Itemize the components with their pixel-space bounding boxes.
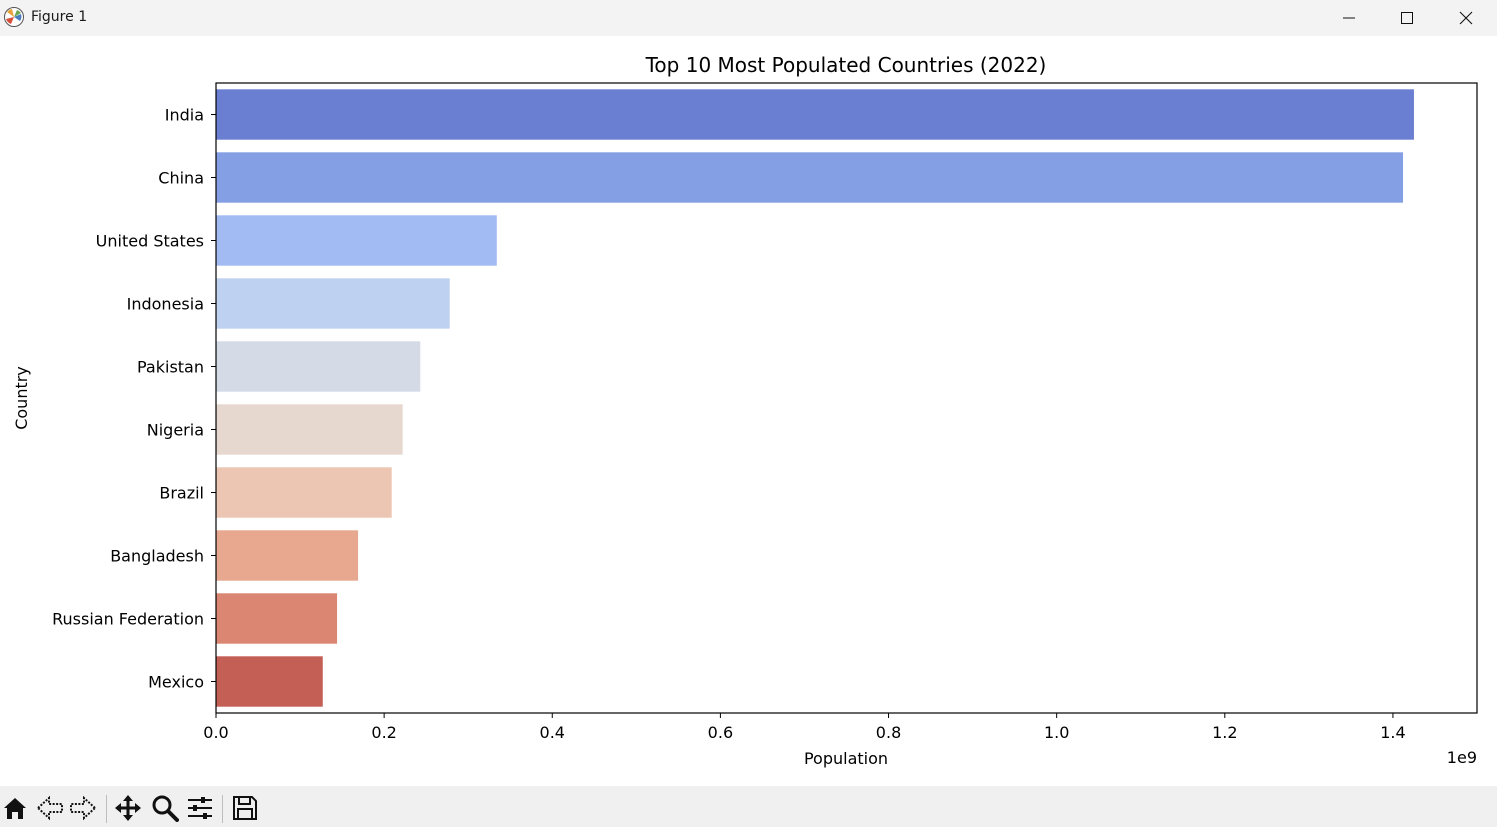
- bar-united-states: [216, 215, 497, 266]
- bar-nigeria: [216, 404, 403, 455]
- window-title: Figure 1: [31, 9, 88, 25]
- y-tick-label: Brazil: [159, 484, 204, 503]
- x-tick-label: 0.0: [203, 723, 228, 742]
- x-axis-label: Population: [804, 749, 888, 768]
- y-tick-label: Russian Federation: [52, 610, 204, 629]
- maximize-icon: [1401, 12, 1413, 24]
- back-arrow-icon: [36, 795, 63, 821]
- bars-group: [216, 89, 1414, 707]
- y-tick-label: Nigeria: [147, 421, 204, 440]
- zoom-magnifier-icon: [152, 795, 179, 822]
- x-tick-label: 1.4: [1380, 723, 1405, 742]
- chart-title: Top 10 Most Populated Countries (2022): [645, 53, 1047, 77]
- bar-brazil: [216, 467, 392, 518]
- configure-subplots-icon: [188, 797, 212, 819]
- y-tick-label: Indonesia: [127, 295, 204, 314]
- bar-mexico: [216, 656, 323, 707]
- close-icon: [1459, 11, 1473, 25]
- y-tick-label: China: [158, 169, 204, 188]
- home-button[interactable]: [0, 792, 30, 824]
- bar-bangladesh: [216, 530, 359, 581]
- y-tick-label: United States: [96, 232, 204, 251]
- pan-move-icon: [115, 795, 141, 821]
- toolbar-separator: [222, 795, 223, 823]
- x-axis-offset-label: 1e9: [1447, 748, 1477, 767]
- toolbar-separator: [106, 795, 107, 823]
- y-tick-label: Pakistan: [137, 358, 204, 377]
- x-tick-label: 0.2: [371, 723, 396, 742]
- x-tick-label: 0.4: [540, 723, 565, 742]
- bar-india: [216, 89, 1414, 140]
- forward-arrow-icon: [70, 795, 97, 821]
- minimize-icon: [1343, 17, 1355, 19]
- y-axis: India China United States Indonesia Pakistan…: [52, 106, 216, 692]
- x-tick-label: 1.2: [1212, 723, 1237, 742]
- configure-subplots-button[interactable]: [185, 792, 215, 824]
- y-axis-label: Country: [12, 366, 31, 430]
- save-floppy-icon: [233, 796, 257, 820]
- maximize-button[interactable]: [1378, 0, 1436, 36]
- bar-pakistan: [216, 341, 421, 392]
- bar-indonesia: [216, 278, 450, 329]
- window-titlebar: Figure 1: [0, 0, 1497, 36]
- y-tick-label: Bangladesh: [110, 547, 204, 566]
- forward-button[interactable]: [68, 792, 98, 824]
- x-tick-label: 0.8: [876, 723, 901, 742]
- close-button[interactable]: [1437, 0, 1495, 36]
- minimize-button[interactable]: [1320, 0, 1378, 36]
- navigation-toolbar: [0, 786, 1497, 827]
- save-button[interactable]: [230, 792, 260, 824]
- x-tick-label: 1.0: [1044, 723, 1069, 742]
- matplotlib-logo-icon: [4, 7, 24, 27]
- figure-canvas[interactable]: Top 10 Most Populated Countries (2022) I…: [0, 36, 1497, 786]
- zoom-button[interactable]: [150, 792, 180, 824]
- bar-chart: Top 10 Most Populated Countries (2022) I…: [12, 53, 1478, 768]
- bar-russian-federation: [216, 593, 338, 644]
- y-tick-label: India: [165, 106, 204, 125]
- y-tick-label: Mexico: [148, 673, 204, 692]
- x-tick-label: 0.6: [708, 723, 733, 742]
- pan-button[interactable]: [113, 792, 143, 824]
- home-icon: [4, 798, 26, 819]
- plot-frame: [215, 82, 1478, 714]
- bar-china: [216, 152, 1404, 203]
- back-button[interactable]: [35, 792, 65, 824]
- x-axis: 0.0 0.2 0.4 0.6 0.8 1.0 1.2 1.4: [203, 713, 1406, 742]
